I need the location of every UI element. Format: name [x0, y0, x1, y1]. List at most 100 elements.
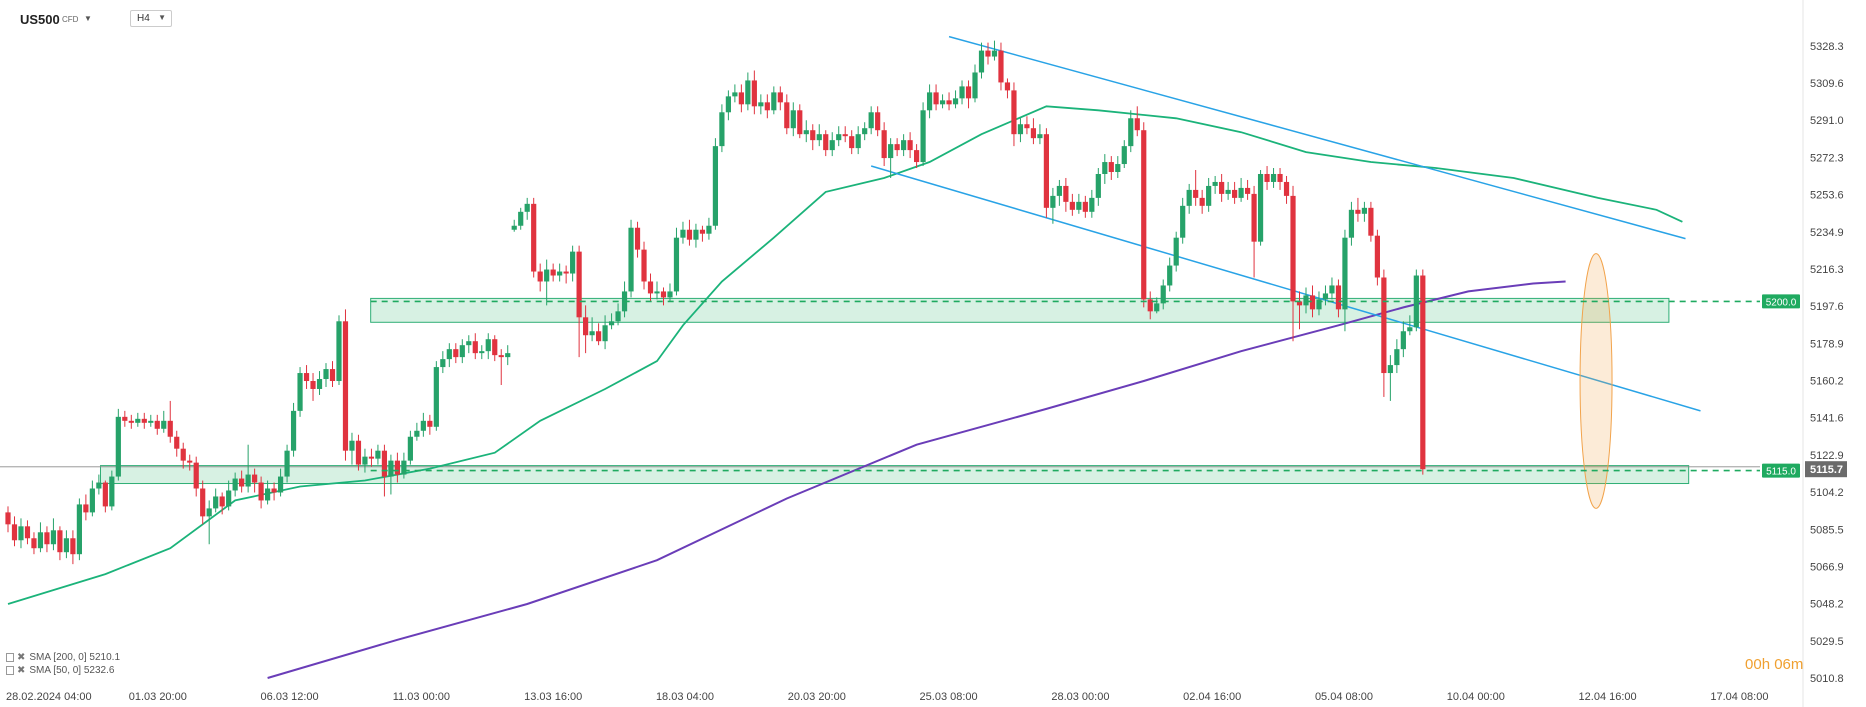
- candle-body: [433, 367, 439, 427]
- x-tick-label: 11.03 00:00: [393, 691, 450, 703]
- candle-body: [323, 369, 329, 380]
- candle-body: [920, 110, 926, 163]
- candle-body: [1024, 124, 1030, 129]
- candle-body: [790, 110, 796, 129]
- x-tick-label: 02.04 16:00: [1183, 691, 1241, 703]
- candle-body: [368, 456, 375, 459]
- candle-body: [1063, 185, 1069, 202]
- candle-body: [1361, 207, 1368, 214]
- candle-body: [1108, 162, 1114, 173]
- settings-icon[interactable]: [6, 652, 14, 662]
- candle-body: [836, 134, 842, 141]
- candle-body: [24, 526, 31, 539]
- candle-body: [985, 50, 991, 57]
- candle-body: [1186, 189, 1192, 206]
- candle-body: [1115, 164, 1121, 173]
- candle-body: [44, 532, 50, 545]
- indicator-legend-sma200[interactable]: ✖ SMA [200, 0] 5210.1: [6, 652, 120, 663]
- channel-upper-line: [948, 35, 1686, 240]
- candle-body: [1368, 207, 1374, 236]
- candle-body: [991, 50, 998, 57]
- y-tick-label: 5178.9: [1810, 338, 1844, 350]
- candle-body: [868, 112, 874, 129]
- y-tick-label: 5272.3: [1810, 152, 1844, 164]
- candle-body: [1335, 285, 1342, 310]
- candle-body: [128, 420, 134, 423]
- settings-icon[interactable]: [6, 665, 14, 675]
- candle-body: [1290, 195, 1296, 302]
- candle-body: [803, 130, 809, 135]
- candle-body: [1407, 327, 1413, 332]
- candle-body: [933, 92, 939, 105]
- sma200-label: SMA [200, 0] 5210.1: [29, 652, 121, 663]
- timeframe-select[interactable]: H4 ▼: [130, 10, 172, 27]
- x-tick-label: 05.04 08:00: [1315, 691, 1373, 703]
- candle-body: [699, 229, 706, 234]
- candle-body: [1056, 185, 1062, 196]
- candle-body: [524, 203, 530, 212]
- x-tick-label: 28.03 00:00: [1051, 691, 1109, 703]
- candle-body: [732, 92, 738, 97]
- candle-body: [5, 512, 11, 525]
- candle-body: [1121, 146, 1127, 165]
- candle-body: [1309, 295, 1316, 310]
- x-tick-label: 17.04 08:00: [1710, 691, 1768, 703]
- remove-icon[interactable]: ✖: [17, 665, 26, 676]
- candle-body: [972, 72, 978, 99]
- candle-body: [18, 526, 24, 541]
- candle-body: [563, 271, 569, 274]
- candle-body: [1251, 193, 1257, 242]
- candle-body: [576, 251, 582, 318]
- candle-body: [277, 476, 284, 493]
- candle-body: [76, 504, 82, 555]
- candle-body: [725, 96, 731, 113]
- level-tag-1: 5115.0: [1762, 463, 1800, 478]
- candle-body: [745, 80, 751, 105]
- candle-body: [1387, 365, 1393, 374]
- candle-body: [680, 229, 686, 238]
- candle-body: [654, 291, 660, 294]
- candle-body: [634, 227, 641, 250]
- candle-body: [673, 237, 680, 292]
- y-tick-label: 5010.8: [1810, 673, 1844, 685]
- candle-body: [641, 249, 647, 282]
- candle-body: [589, 331, 595, 336]
- candle-body: [1199, 197, 1205, 206]
- candle-body: [459, 345, 465, 358]
- candle-body: [381, 450, 388, 477]
- candle-body: [693, 229, 699, 240]
- candle-body: [570, 251, 576, 274]
- candle-body: [258, 482, 264, 501]
- candle-body: [1244, 187, 1251, 194]
- candle-body: [1342, 237, 1348, 310]
- candle-body: [1420, 275, 1426, 470]
- symbol-dropdown-icon[interactable]: ▼: [84, 14, 92, 23]
- candle-body: [141, 418, 147, 423]
- channel-lower-line: [870, 165, 1701, 412]
- remove-icon[interactable]: ✖: [17, 652, 26, 663]
- x-tick-label: 25.03 08:00: [920, 691, 978, 703]
- candle-body: [1394, 349, 1400, 366]
- sma50-label: SMA [50, 0] 5232.6: [29, 665, 115, 676]
- y-tick-label: 5197.6: [1810, 301, 1844, 313]
- candle-body: [297, 373, 303, 411]
- candle-body: [174, 436, 180, 449]
- candle-body: [232, 478, 238, 491]
- candle-body: [1011, 90, 1017, 135]
- candle-body: [888, 144, 894, 159]
- candle-body: [602, 325, 608, 342]
- candle-body: [453, 349, 459, 358]
- candle-body: [952, 98, 959, 105]
- y-tick-label: 5234.9: [1810, 227, 1844, 239]
- candle-body: [290, 410, 297, 451]
- candle-body: [608, 321, 615, 326]
- symbol-label[interactable]: US500: [20, 12, 60, 27]
- candle-body: [1095, 173, 1101, 198]
- indicator-legend-sma50[interactable]: ✖ SMA [50, 0] 5232.6: [6, 665, 114, 676]
- candle-body: [544, 269, 550, 282]
- x-tick-label: 12.04 16:00: [1579, 691, 1637, 703]
- candle-body: [914, 150, 920, 163]
- candle-body: [479, 351, 485, 354]
- candle-body: [1296, 301, 1303, 306]
